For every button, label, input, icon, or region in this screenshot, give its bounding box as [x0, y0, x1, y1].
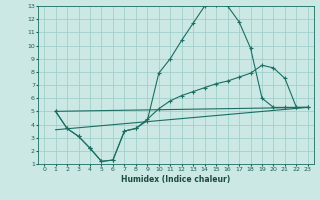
X-axis label: Humidex (Indice chaleur): Humidex (Indice chaleur) — [121, 175, 231, 184]
